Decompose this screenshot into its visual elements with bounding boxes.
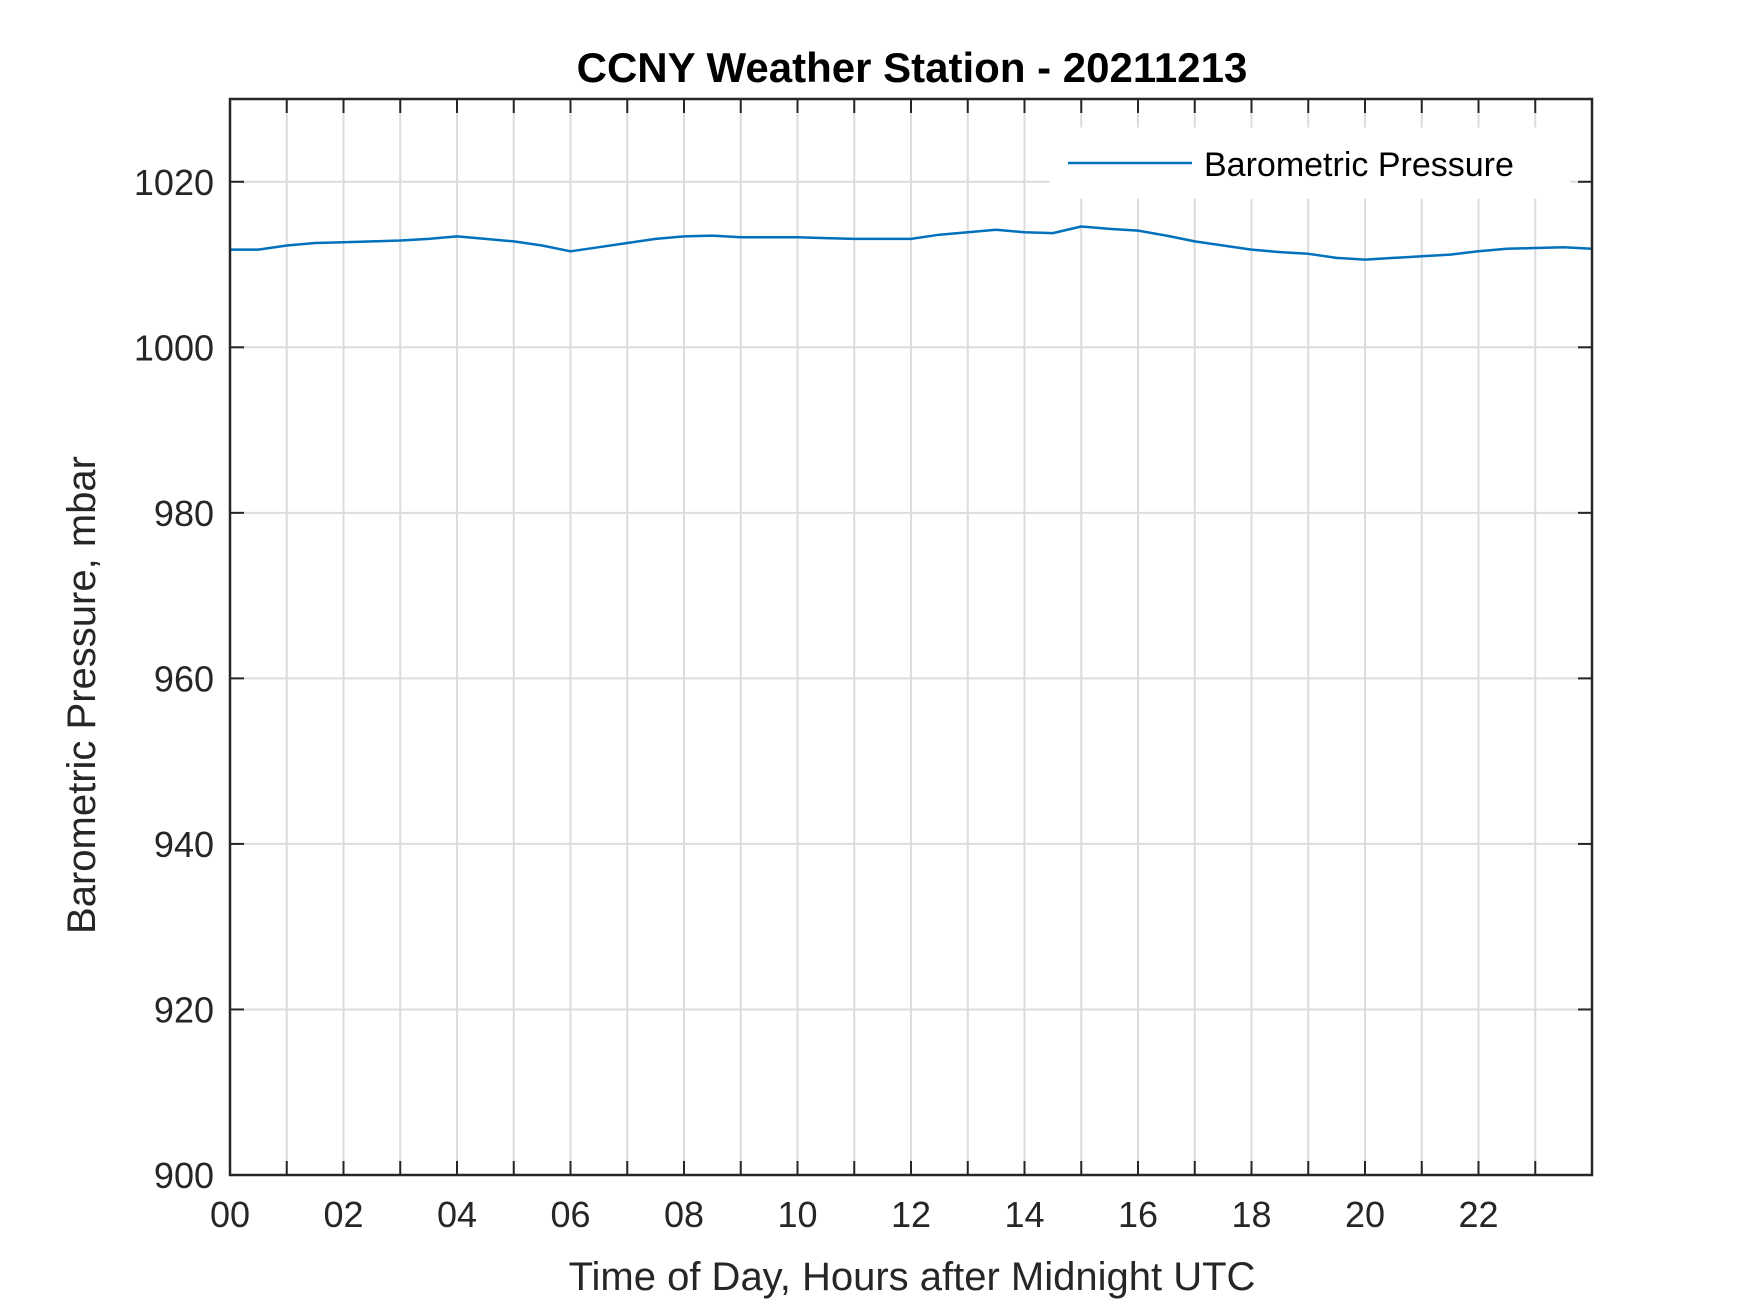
x-tick-label: 10 <box>777 1194 817 1235</box>
plot-frame <box>228 97 1594 1177</box>
y-tick-label: 1020 <box>134 162 214 203</box>
y-tick-label: 920 <box>154 989 214 1030</box>
series-layer <box>230 225 1593 261</box>
x-tick-label: 18 <box>1231 1194 1271 1235</box>
y-tick-label: 960 <box>154 658 214 699</box>
x-tick-label: 02 <box>323 1194 363 1235</box>
x-tick-label: 12 <box>891 1194 931 1235</box>
y-tick-label: 940 <box>154 824 214 865</box>
x-tick-label: 22 <box>1458 1194 1498 1235</box>
x-tick-label: 04 <box>437 1194 477 1235</box>
y-tick-label: 980 <box>154 493 214 534</box>
tick-labels: 900 920 940 960 980 1000 1020 00 02 04 06 08 10 12 14 1… <box>134 162 1499 1235</box>
legend-label: Barometric Pressure <box>1204 146 1514 184</box>
chart-title: CCNY Weather Station - 20211213 <box>577 44 1248 91</box>
axes <box>228 97 1594 1177</box>
legend: Barometric Pressure <box>1049 127 1571 199</box>
x-axis-title: Time of Day, Hours after Midnight UTC <box>569 1255 1256 1299</box>
y-tick-label: 1000 <box>134 327 214 368</box>
x-tick-label: 00 <box>210 1194 250 1235</box>
series-line-barometric-pressure <box>230 225 1593 261</box>
x-tick-label: 08 <box>664 1194 704 1235</box>
grid <box>230 99 1592 1175</box>
y-tick-label: 900 <box>154 1155 214 1196</box>
x-tick-label: 16 <box>1118 1194 1158 1235</box>
x-tick-label: 06 <box>550 1194 590 1235</box>
y-axis-title: Barometric Pressure, mbar <box>60 456 104 934</box>
x-tick-label: 20 <box>1345 1194 1385 1235</box>
x-tick-label: 14 <box>1004 1194 1044 1235</box>
